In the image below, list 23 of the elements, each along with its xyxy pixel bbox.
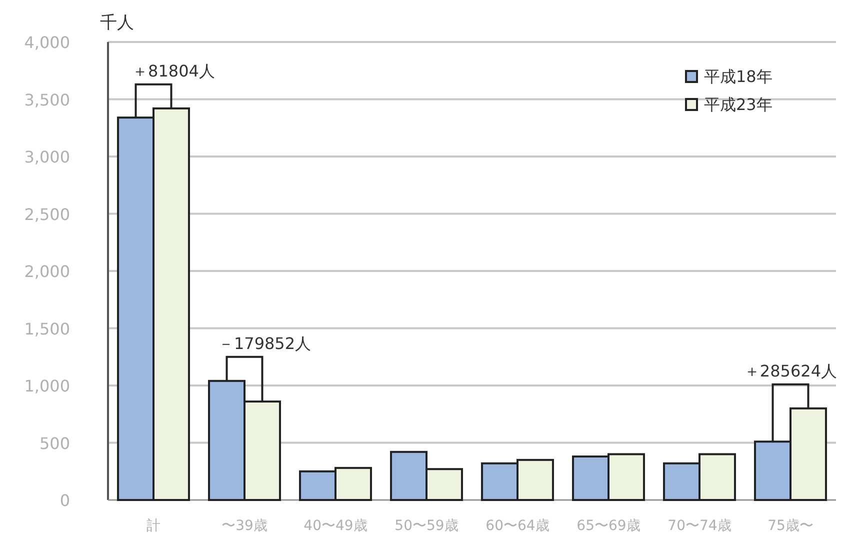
- y-tick-label: 1,500: [24, 319, 70, 338]
- y-tick-label: 1,000: [24, 376, 70, 396]
- annotation: ＋81804人: [132, 61, 215, 80]
- annotation: ＋285624人: [744, 361, 837, 380]
- y-tick-label: 3,000: [24, 148, 70, 166]
- x-tick-label: 65〜69歳: [576, 518, 640, 534]
- y-axis-title: 千人: [100, 13, 134, 33]
- y-tick-label: 3,500: [24, 90, 70, 110]
- x-tick-label: 50〜59歳: [394, 518, 458, 534]
- legend-label: 平成23年: [704, 95, 772, 114]
- x-tick-label: 70〜74歳: [668, 518, 732, 534]
- y-tick-label: 2,000: [24, 262, 70, 281]
- x-tick-label: 75歳〜: [768, 518, 814, 534]
- annotation: －179852人: [218, 334, 312, 353]
- y-tick-label: 0: [60, 491, 70, 510]
- y-tick-label: 2,500: [24, 204, 70, 224]
- x-tick-label: 計: [146, 518, 160, 534]
- x-tick-label: 40〜49歳: [304, 518, 368, 534]
- y-tick-label: 4,000: [24, 33, 70, 52]
- x-tick-label: 60〜64歳: [486, 518, 550, 534]
- y-tick-label: 500: [39, 434, 70, 453]
- x-tick-label: 〜39歳: [222, 518, 268, 534]
- legend-label: 平成18年: [704, 67, 772, 86]
